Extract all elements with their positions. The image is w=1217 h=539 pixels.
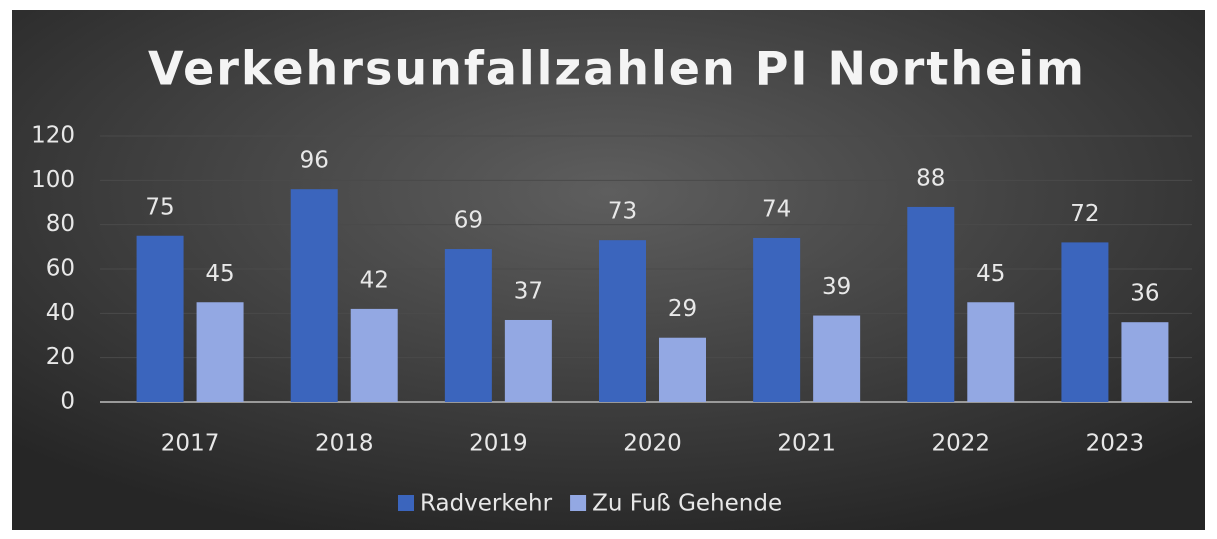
- x-tick-label: 2018: [315, 431, 374, 457]
- data-label: 74: [762, 196, 791, 222]
- legend-label: Zu Fuß Gehende: [592, 491, 782, 517]
- y-tick-label: 120: [31, 123, 75, 149]
- bar: [136, 235, 184, 402]
- data-label: 73: [608, 199, 637, 225]
- data-label: 72: [1070, 201, 1099, 227]
- data-label: 29: [668, 296, 697, 322]
- data-label: 37: [514, 278, 543, 304]
- legend-swatch: [570, 495, 587, 511]
- y-tick-label: 60: [46, 256, 75, 282]
- bar: [813, 315, 861, 402]
- chart-title: Verkehrsunfallzahlen PI Northeim: [148, 42, 1086, 96]
- bar: [659, 337, 706, 402]
- x-tick-label: 2022: [932, 431, 991, 457]
- data-label: 39: [822, 274, 851, 300]
- data-label: 36: [1130, 281, 1159, 307]
- data-label: 75: [145, 194, 174, 220]
- legend-swatch: [398, 495, 414, 511]
- x-tick-label: 2023: [1086, 431, 1145, 457]
- bar: [599, 240, 646, 402]
- bar: [444, 249, 492, 402]
- bar: [350, 308, 398, 402]
- bar: [753, 237, 801, 402]
- bar: [1061, 242, 1109, 402]
- y-tick-label: 80: [46, 211, 75, 237]
- bar: [196, 302, 244, 402]
- data-label: 45: [205, 261, 234, 287]
- y-tick-label: 0: [60, 389, 75, 415]
- data-label: 45: [976, 261, 1005, 287]
- bar: [1121, 322, 1169, 402]
- y-tick-label: 40: [46, 300, 75, 326]
- x-tick-label: 2017: [161, 431, 220, 457]
- x-tick-label: 2019: [469, 431, 528, 457]
- data-label: 42: [360, 267, 389, 293]
- y-tick-label: 100: [31, 167, 75, 193]
- data-label: 69: [454, 208, 483, 234]
- x-tick-label: 2020: [623, 431, 682, 457]
- x-tick-label: 2021: [777, 431, 836, 457]
- data-label: 96: [300, 148, 329, 174]
- legend-label: Radverkehr: [420, 491, 553, 517]
- data-label: 88: [916, 165, 945, 191]
- bar: [290, 189, 338, 402]
- bar: [967, 302, 1015, 402]
- bar: [907, 206, 955, 402]
- y-tick-label: 20: [46, 344, 75, 370]
- bar: [504, 319, 552, 402]
